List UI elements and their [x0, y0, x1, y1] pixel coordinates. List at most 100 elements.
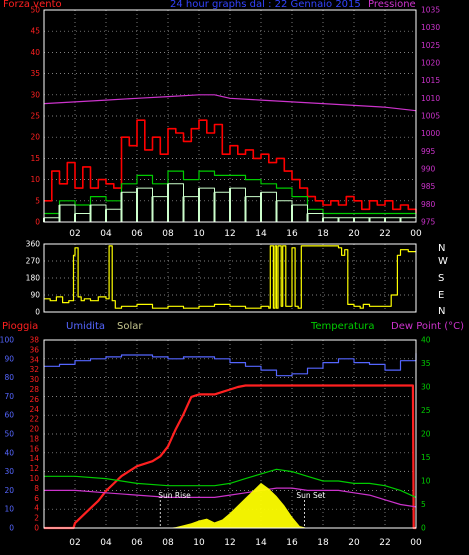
- rain-y-tick-label: 20: [29, 425, 39, 434]
- rain-x-tick-label: 22: [379, 538, 390, 548]
- wind-gust-line: [44, 119, 417, 214]
- rain-y-tick-label: 38: [29, 336, 39, 345]
- pressure-y-tick-label: 985: [421, 182, 436, 191]
- rain-y-tick-label: 16: [29, 444, 39, 453]
- dew-point-axis-title: Dew Point (°C): [391, 321, 465, 332]
- rain-x-tick-label: 12: [224, 538, 235, 548]
- wind-y-tick-label: 0: [35, 218, 40, 227]
- pressure-y-tick-label: 1015: [421, 76, 440, 85]
- wind-x-tick-label: 14: [255, 229, 267, 239]
- rain-y-tick-label: 18: [29, 434, 39, 443]
- wind-x-tick-label: 04: [100, 229, 112, 239]
- wind-x-tick-label: 08: [162, 229, 174, 239]
- rain-axis-title: Pioggia: [2, 321, 39, 332]
- humidity-y-tick-label: 40: [4, 448, 14, 457]
- pressure-y-tick-label: 980: [421, 200, 436, 209]
- compass-label: N: [438, 243, 445, 254]
- sunset-label: Sun Set: [296, 491, 325, 500]
- wind-x-tick-label: 06: [131, 229, 143, 239]
- humidity-y-tick-label: 10: [4, 505, 14, 514]
- wind-y-tick-label: 25: [30, 112, 40, 121]
- temperature-axis-title: Temperatura: [311, 321, 375, 332]
- humidity-y-tick-label: 100: [0, 336, 14, 345]
- solar-area: [44, 482, 416, 528]
- temperature-line: [44, 468, 417, 498]
- rain-x-tick-label: 02: [69, 538, 80, 548]
- temp-y-tick-label: 15: [421, 453, 431, 462]
- pressure-y-tick-label: 1010: [421, 94, 440, 103]
- rain-x-tick-label: 10: [193, 538, 205, 548]
- direction-y-tick-label: 360: [26, 240, 41, 249]
- compass-label: W: [438, 256, 448, 267]
- humidity-y-tick-label: 50: [4, 430, 14, 439]
- rain-y-tick-label: 10: [29, 474, 39, 483]
- wind-x-tick-label: 10: [193, 229, 205, 239]
- temp-y-tick-label: 5: [421, 500, 426, 509]
- rain-y-tick-label: 8: [34, 484, 39, 493]
- sunrise-label: Sun Rise: [158, 491, 191, 500]
- wind-pressure-panel: 02 04 06 08 10 12 14 16 18 20 22 000510152025303540…: [30, 6, 440, 240]
- direction-y-tick-label: 0: [35, 308, 40, 317]
- wind-y-tick-label: 35: [30, 69, 40, 78]
- humidity-y-tick-label: 0: [9, 524, 14, 533]
- wind-x-tick-label: 20: [348, 229, 360, 239]
- wind-x-tick-label: 00: [410, 229, 422, 239]
- humidity-y-tick-label: 70: [4, 392, 14, 401]
- wind-x-tick-label: 16: [286, 229, 298, 239]
- wind-x-tick-label: 12: [224, 229, 235, 239]
- rain-y-tick-label: 28: [29, 385, 39, 394]
- rain-x-tick-label: 04: [100, 538, 112, 548]
- wind-y-tick-label: 30: [30, 90, 40, 99]
- wind-y-tick-label: 40: [30, 48, 40, 57]
- pressure-y-tick-label: 1030: [421, 23, 440, 32]
- humidity-line: [44, 353, 417, 377]
- wind-x-tick-label: 02: [69, 229, 80, 239]
- solar-axis-title: Solar: [117, 321, 143, 332]
- rain-y-tick-label: 24: [29, 405, 39, 414]
- rain-y-tick-label: 2: [34, 514, 39, 523]
- humidity-y-tick-label: 90: [4, 354, 14, 363]
- rain-y-tick-label: 4: [34, 504, 39, 513]
- rain-humidity-panel: 02 04 06 08 10 12 14 16 18 20 22 000102030405060708…: [0, 336, 431, 549]
- pressure-line: [43, 94, 417, 112]
- temp-y-tick-label: 40: [421, 336, 431, 345]
- rain-y-tick-label: 34: [29, 355, 39, 364]
- wind-axis-title: Forza vento: [3, 0, 62, 10]
- rain-y-tick-label: 26: [29, 395, 39, 404]
- rain-y-tick-label: 0: [34, 524, 39, 533]
- direction-y-tick-label: 270: [26, 257, 41, 266]
- direction-y-tick-label: 180: [26, 274, 41, 283]
- temp-y-tick-label: 10: [421, 477, 431, 486]
- rain-x-tick-label: 18: [317, 538, 329, 548]
- direction-frame: [43, 243, 417, 313]
- pressure-y-tick-label: 995: [421, 147, 436, 156]
- temp-y-tick-label: 30: [421, 383, 431, 392]
- rain-y-tick-label: 12: [29, 464, 39, 473]
- rain-frame: [43, 339, 417, 529]
- temp-y-tick-label: 0: [421, 524, 426, 533]
- wind-y-tick-label: 5: [35, 196, 40, 205]
- wind-speed-line: [44, 183, 417, 222]
- compass-label: S: [438, 273, 444, 284]
- temp-y-tick-label: 20: [421, 430, 431, 439]
- wind-frame: [43, 9, 417, 223]
- humidity-y-tick-label: 80: [4, 373, 14, 382]
- wind-x-tick-label: 22: [379, 229, 390, 239]
- pressure-axis-title: Pressione: [368, 0, 416, 10]
- wind-y-tick-label: 20: [30, 133, 40, 142]
- humidity-y-tick-label: 60: [4, 411, 14, 420]
- temp-y-tick-label: 35: [421, 359, 431, 368]
- pressure-y-tick-label: 990: [421, 165, 436, 174]
- compass-label: N: [438, 306, 445, 317]
- rain-y-tick-label: 30: [29, 375, 39, 384]
- pressure-y-tick-label: 1020: [421, 59, 440, 68]
- temp-y-tick-label: 25: [421, 406, 431, 415]
- pressure-y-tick-label: 1000: [421, 129, 440, 138]
- pressure-y-tick-label: 1035: [421, 6, 440, 15]
- wind-y-tick-label: 45: [30, 27, 40, 36]
- rain-x-tick-label: 16: [286, 538, 298, 548]
- rain-line: [44, 384, 416, 530]
- wind-direction-line: [44, 245, 416, 309]
- rain-y-tick-label: 6: [34, 494, 39, 503]
